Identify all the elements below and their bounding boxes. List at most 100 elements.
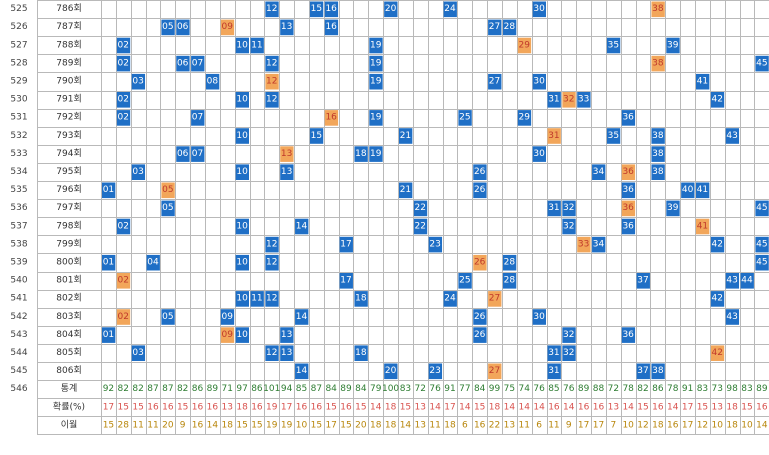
carryover-value: 10 — [712, 420, 724, 430]
round-label: 806회 — [56, 365, 81, 376]
carryover-value: 15 — [236, 420, 247, 430]
probability-value: 13 — [608, 402, 619, 412]
drawn-cell — [161, 19, 175, 36]
drawn-cell — [369, 146, 383, 162]
carryover-value: 7 — [610, 420, 616, 430]
drawn-number: 10 — [236, 95, 248, 105]
drawn-number: 15 — [311, 4, 322, 14]
probability-value: 16 — [578, 402, 590, 412]
drawn-number: 14 — [296, 366, 308, 376]
drawn-cell — [502, 254, 517, 271]
drawn-number: 41 — [697, 76, 708, 86]
drawn-cell — [532, 146, 546, 162]
drawn-cell — [740, 273, 754, 289]
drawn-number: 15 — [311, 131, 322, 141]
drawn-cell — [235, 218, 249, 235]
drawn-cell — [191, 110, 205, 126]
drawn-number: 26 — [474, 167, 486, 177]
stats-value: 101 — [263, 384, 280, 394]
drawn-cell — [443, 1, 457, 18]
drawn-cell — [651, 164, 665, 180]
drawn-cell — [369, 110, 383, 126]
drawn-number: 43 — [726, 131, 737, 141]
drawn-number: 36 — [622, 113, 634, 123]
row-index: 542 — [10, 312, 27, 322]
stats-value: 91 — [682, 384, 693, 394]
bonus-cell — [562, 92, 576, 108]
carryover-value: 9 — [566, 420, 572, 430]
drawn-number: 03 — [132, 167, 143, 177]
stats-value: 91 — [444, 384, 455, 394]
drawn-cell — [681, 182, 695, 199]
row-index: 540 — [10, 276, 27, 286]
carryover-value: 18 — [726, 420, 738, 430]
drawn-cell — [621, 218, 636, 235]
probability-value: 15 — [177, 402, 188, 412]
bonus-number: 27 — [489, 294, 500, 304]
carryover-value: 19 — [281, 420, 293, 430]
drawn-cell — [606, 128, 621, 144]
bonus-number: 05 — [162, 185, 173, 195]
drawn-cell — [131, 73, 146, 90]
drawn-cell — [176, 19, 190, 36]
bonus-cell — [651, 1, 665, 18]
drawn-number: 09 — [221, 312, 233, 322]
bonus-number: 38 — [652, 58, 664, 68]
drawn-cell — [354, 291, 368, 307]
row-index: 534 — [10, 167, 27, 177]
drawn-cell — [324, 1, 339, 18]
drawn-cell — [488, 73, 502, 90]
probability-value: 14 — [370, 402, 382, 412]
drawn-number: 17 — [340, 276, 351, 286]
probability-value: 16 — [296, 402, 308, 412]
drawn-number: 34 — [593, 167, 605, 177]
row-index: 537 — [10, 221, 27, 231]
drawn-cell — [354, 345, 368, 361]
drawn-cell — [710, 291, 725, 307]
drawn-cell — [577, 92, 591, 108]
drawn-cell — [473, 327, 487, 343]
drawn-number: 07 — [192, 149, 203, 159]
stats-value: 82 — [118, 384, 129, 394]
stats-value: 85 — [296, 384, 307, 394]
drawn-cell — [161, 309, 175, 325]
drawn-number: 36 — [622, 330, 634, 340]
drawn-number: 31 — [548, 203, 559, 213]
carryover-value: 10 — [622, 420, 634, 430]
drawn-number: 42 — [712, 239, 723, 249]
drawn-number: 39 — [667, 40, 679, 50]
bonus-cell — [324, 110, 339, 126]
drawn-number: 01 — [103, 185, 114, 195]
carryover-value: 11 — [147, 420, 158, 430]
drawn-number: 21 — [400, 131, 411, 141]
stats-value: 100 — [382, 384, 399, 394]
drawn-cell — [473, 164, 487, 180]
probability-value: 16 — [548, 402, 560, 412]
bonus-cell — [265, 73, 279, 90]
drawn-cell — [562, 200, 576, 217]
drawn-cell — [636, 273, 650, 289]
drawn-number: 44 — [741, 276, 753, 286]
drawn-cell — [161, 200, 175, 217]
carryover-value: 14 — [207, 420, 219, 430]
drawn-cell — [443, 291, 457, 307]
drawn-cell — [547, 92, 561, 108]
drawn-cell — [473, 182, 487, 199]
drawn-cell — [369, 55, 383, 72]
drawn-number: 13 — [281, 348, 292, 358]
probability-value: 17 — [103, 402, 114, 412]
drawn-number: 45 — [756, 239, 767, 249]
drawn-number: 10 — [236, 257, 248, 267]
stats-value: 76 — [533, 384, 545, 394]
row-index: 531 — [10, 113, 27, 123]
drawn-cell — [235, 254, 249, 271]
row-index: 535 — [10, 185, 27, 195]
stats-value: 86 — [192, 384, 204, 394]
carryover-value: 17 — [682, 420, 693, 430]
drawn-number: 04 — [147, 257, 159, 267]
drawn-cell — [205, 73, 220, 90]
bonus-cell — [547, 128, 561, 144]
drawn-cell — [562, 218, 576, 235]
round-label: 790회 — [56, 75, 81, 86]
